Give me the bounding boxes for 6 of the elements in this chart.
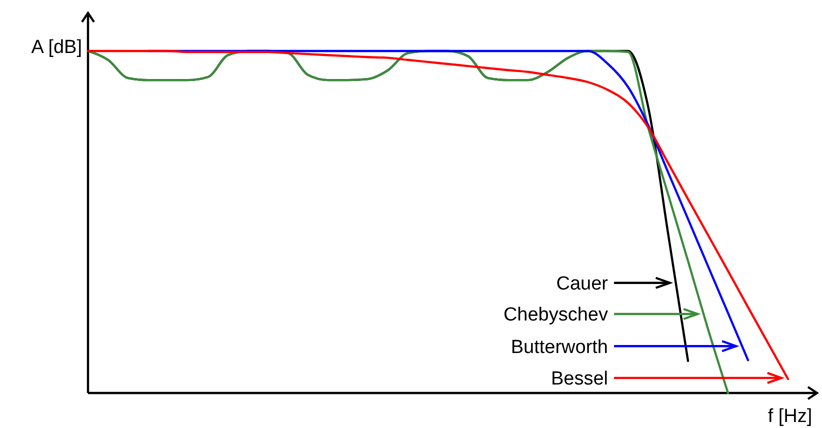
legend-label: Bessel [550, 368, 608, 390]
legend-label: Chebyschev [503, 304, 608, 326]
x-axis-title: f [Hz] [768, 406, 812, 427]
legend-label: Butterworth [510, 336, 608, 358]
y-axis-title: A [dB] [31, 37, 82, 58]
legend-label: Cauer [556, 274, 609, 295]
